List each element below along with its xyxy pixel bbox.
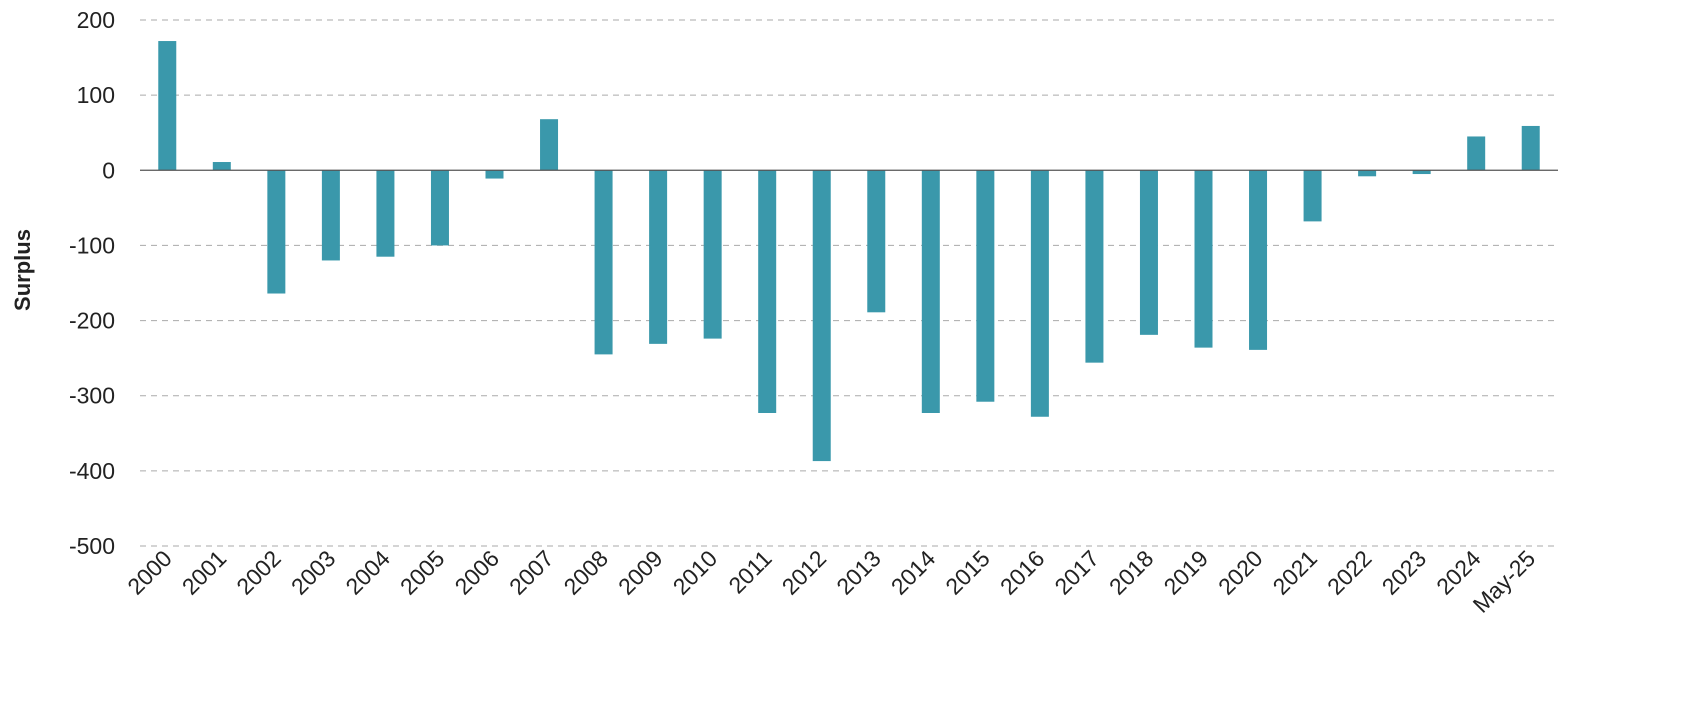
x-axis-ticks: 2000 2001 2002 2003 2004 2005 2006 2007 2008 2009… — [122, 545, 1540, 618]
bar-2010 — [703, 170, 722, 339]
y-tick-label: -300 — [69, 383, 115, 409]
bar-2020 — [1249, 170, 1268, 350]
x-tick-label: 2007 — [504, 545, 559, 600]
x-tick-label: 2011 — [723, 545, 776, 598]
x-tick-label: 2000 — [122, 545, 177, 600]
bar-2019 — [1194, 170, 1213, 348]
y-tick-label: -400 — [69, 458, 115, 484]
x-tick-label: 2003 — [286, 545, 341, 600]
bar-2006 — [485, 170, 504, 179]
y-axis-label: Surplus — [10, 229, 35, 311]
bar-2013 — [867, 170, 886, 313]
bar-2024 — [1467, 136, 1486, 171]
bar-2017 — [1085, 170, 1104, 363]
y-tick-label: -100 — [69, 232, 115, 258]
y-axis-ticks: 200 100 0 -100 -200 -300 -400 -500 — [69, 7, 115, 559]
x-tick-label: 2018 — [1104, 545, 1159, 600]
bar-2008 — [594, 170, 613, 355]
x-tick-label: 2012 — [777, 545, 832, 600]
y-tick-label: -500 — [69, 533, 115, 559]
bar-2018 — [1139, 170, 1158, 335]
x-tick-label: 2010 — [668, 545, 723, 600]
y-tick-label: -200 — [69, 308, 115, 334]
x-tick-label: 2005 — [395, 545, 450, 600]
y-tick-label: 200 — [77, 7, 115, 33]
bar-2011 — [758, 170, 777, 413]
x-tick-label: 2022 — [1322, 545, 1377, 600]
y-tick-label: 0 — [102, 157, 115, 183]
bar-2003 — [321, 170, 340, 261]
bar-2022 — [1358, 170, 1377, 177]
bar-May-25 — [1521, 125, 1540, 171]
x-tick-label: May-25 — [1468, 545, 1541, 618]
bar-2012 — [812, 170, 831, 462]
x-tick-label: 2004 — [340, 545, 395, 600]
x-tick-label: 2013 — [831, 545, 886, 600]
x-tick-label: 2008 — [559, 545, 614, 600]
bar-2002 — [267, 170, 286, 294]
x-tick-label: 2001 — [177, 545, 232, 600]
bar-2004 — [376, 170, 395, 257]
x-tick-label: 2016 — [995, 545, 1050, 600]
bar-2001 — [212, 162, 231, 171]
bar-2015 — [976, 170, 995, 402]
x-tick-label: 2020 — [1213, 545, 1268, 600]
x-tick-label: 2015 — [940, 545, 995, 600]
x-tick-label: 2014 — [886, 545, 941, 600]
gridlines — [140, 19, 1558, 547]
bars — [158, 41, 1540, 462]
x-tick-label: 2006 — [449, 545, 504, 600]
bar-2007 — [540, 119, 559, 171]
bar-2014 — [921, 170, 940, 413]
bar-2005 — [430, 170, 449, 246]
bar-2009 — [649, 170, 668, 344]
bar-2000 — [158, 41, 177, 171]
x-tick-label: 2002 — [231, 545, 286, 600]
x-tick-label: 2009 — [613, 545, 668, 600]
x-tick-label: 2023 — [1377, 545, 1432, 600]
y-tick-label: 100 — [77, 82, 115, 108]
bar-2023 — [1412, 170, 1431, 175]
x-tick-label: 2021 — [1268, 545, 1323, 600]
bar-2021 — [1303, 170, 1322, 222]
x-tick-label: 2019 — [1158, 545, 1213, 600]
x-tick-label: 2017 — [1049, 545, 1104, 600]
bar-2016 — [1030, 170, 1049, 417]
